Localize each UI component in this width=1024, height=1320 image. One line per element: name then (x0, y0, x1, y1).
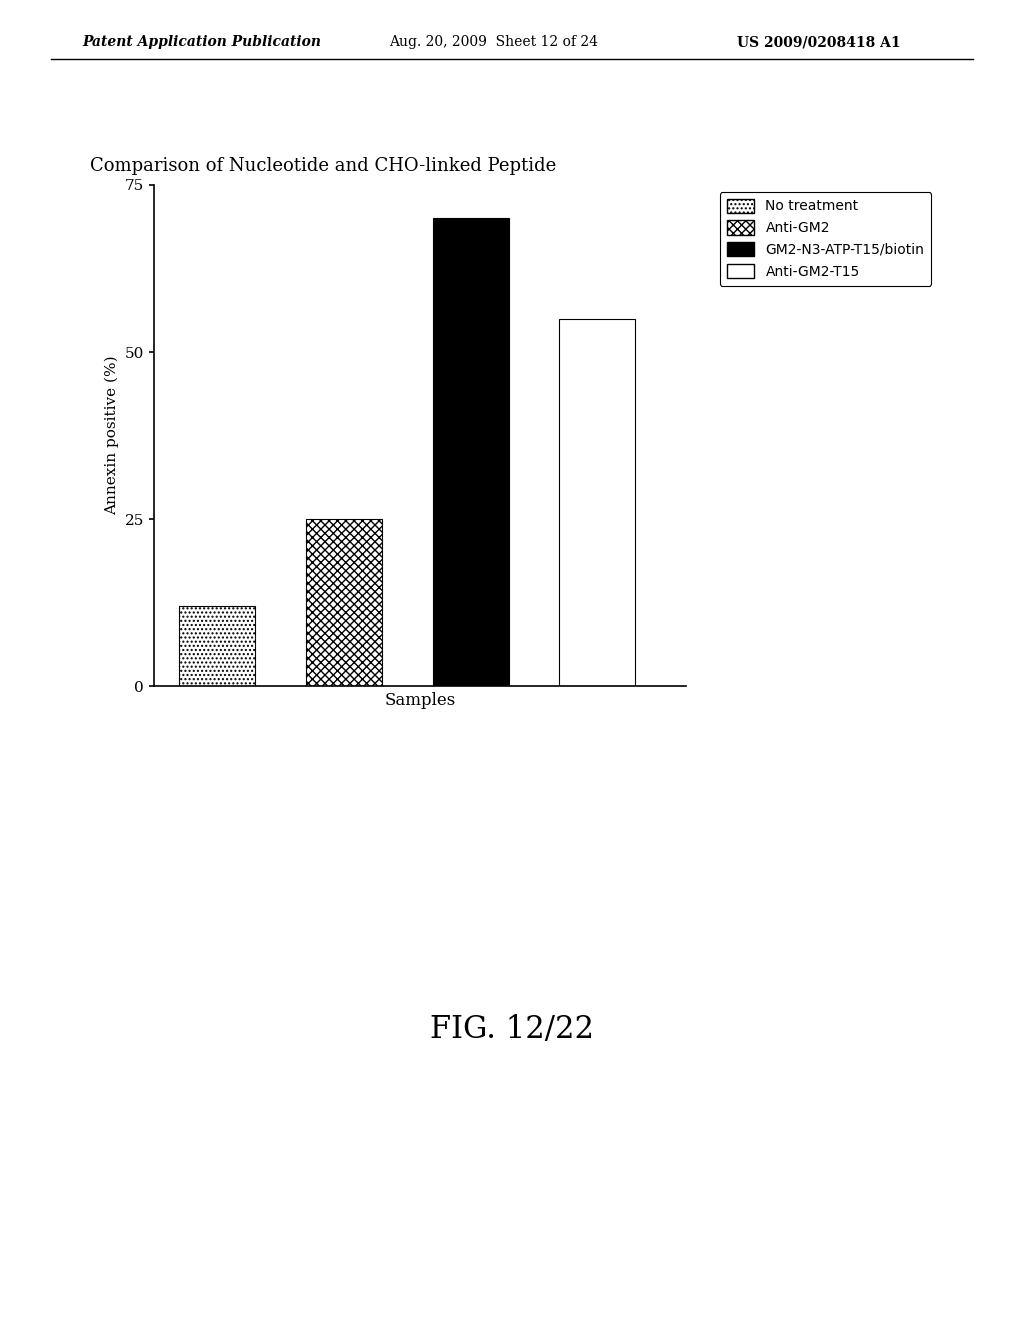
X-axis label: Samples: Samples (384, 692, 456, 709)
Bar (432, 218, 509, 686)
Text: Comparison of Nucleotide and CHO-linked Peptide: Comparison of Nucleotide and CHO-linked … (90, 157, 556, 176)
Bar (559, 318, 635, 686)
Legend: No treatment, Anti-GM2, GM2-N3-ATP-T15/biotin, Anti-GM2-T15: No treatment, Anti-GM2, GM2-N3-ATP-T15/b… (720, 191, 931, 285)
Bar (179, 606, 255, 686)
Text: US 2009/0208418 A1: US 2009/0208418 A1 (737, 36, 901, 49)
Bar (306, 519, 382, 686)
Text: FIG. 12/22: FIG. 12/22 (430, 1014, 594, 1045)
Text: Aug. 20, 2009  Sheet 12 of 24: Aug. 20, 2009 Sheet 12 of 24 (389, 36, 598, 49)
Text: Patent Application Publication: Patent Application Publication (82, 36, 321, 49)
Y-axis label: Annexin positive (%): Annexin positive (%) (104, 356, 119, 515)
